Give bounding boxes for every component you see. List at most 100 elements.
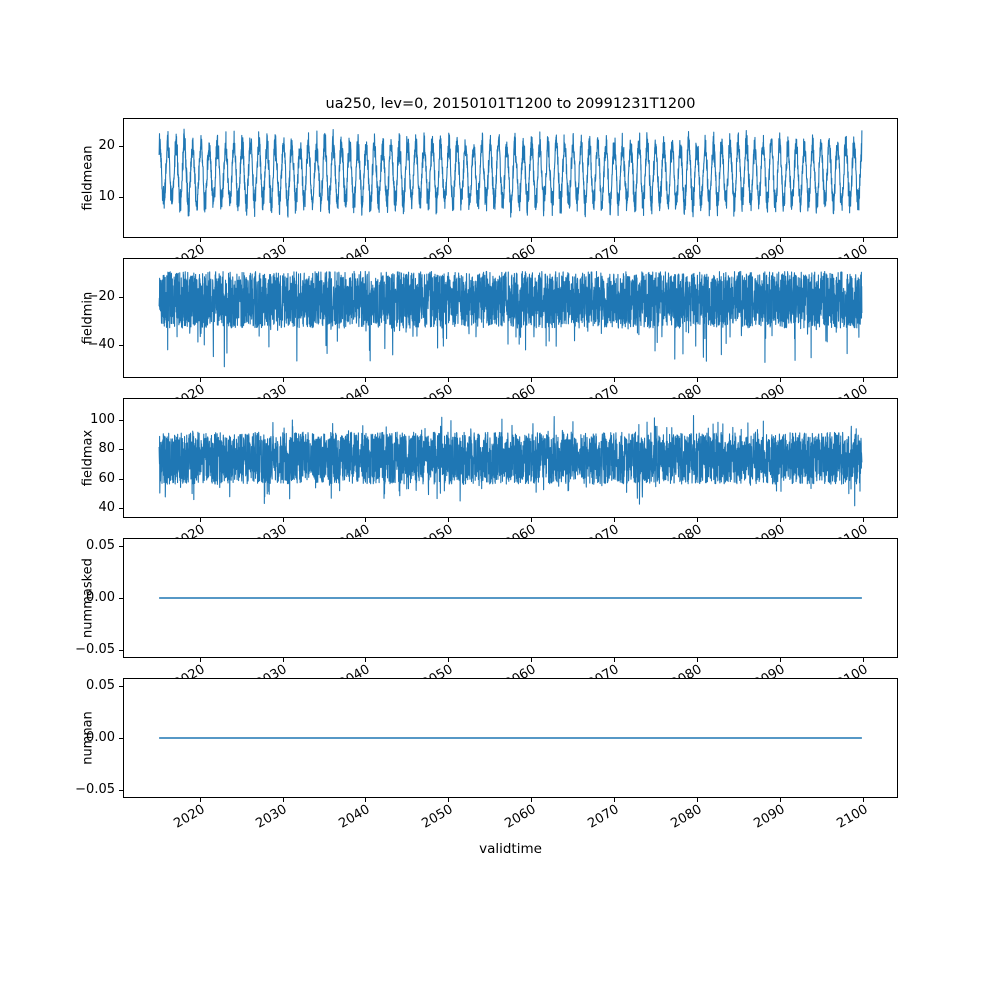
x-tick-mark xyxy=(696,798,698,802)
x-tick-label: 2070 xyxy=(585,522,622,538)
x-tick-label: 2060 xyxy=(502,662,539,678)
y-tick-mark xyxy=(119,478,123,480)
y-tick-mark xyxy=(119,146,123,148)
subplot-fieldmax: fieldmax 40 60 80 100 xyxy=(0,398,1000,522)
x-tick-label: 2020 xyxy=(171,242,208,258)
y-tick-label: −40 xyxy=(87,337,115,352)
x-tick-mark xyxy=(199,658,201,662)
x-tick-label: 2040 xyxy=(336,522,373,538)
x-tick-label: 2080 xyxy=(668,662,705,678)
y-tick-label: 100 xyxy=(90,412,115,427)
x-tick-mark xyxy=(862,658,864,662)
x-tick-label: 2030 xyxy=(253,382,291,398)
x-tick-mark xyxy=(282,658,284,662)
x-tick-mark xyxy=(862,518,864,522)
y-tick-label: −20 xyxy=(87,289,115,304)
x-tick-label: 2100 xyxy=(834,522,871,538)
x-tick-mark xyxy=(696,378,698,382)
x-tick-mark xyxy=(531,518,533,522)
x-tick-mark xyxy=(696,658,698,662)
x-tick-label: 2070 xyxy=(585,382,622,398)
x-tick-label: 2100 xyxy=(834,382,871,398)
x-tick-labels-fieldmin: 2020 2030 2040 2050 2060 2070 2080 2090 2100 xyxy=(0,382,1000,398)
y-tick-label: 0.05 xyxy=(86,537,115,553)
y-tick-mark xyxy=(119,297,123,298)
x-tick-mark xyxy=(282,518,284,522)
x-tick-mark xyxy=(862,798,864,802)
series-line-fieldmin xyxy=(158,270,863,368)
y-tick-mark xyxy=(119,345,123,346)
x-tick-label: 2040 xyxy=(336,242,373,258)
axes-nummasked xyxy=(123,538,898,658)
x-tick-label: 2080 xyxy=(668,382,705,398)
x-tick-label: 2090 xyxy=(751,382,788,398)
x-tick-mark xyxy=(199,798,201,802)
x-tick-label: 2060 xyxy=(502,382,539,398)
y-tick-label: 0.00 xyxy=(86,590,115,605)
figure-title: ua250, lev=0, 20150101T1200 to 20991231T… xyxy=(325,96,696,112)
y-tick-mark xyxy=(119,545,123,547)
x-tick-label: 2030 xyxy=(253,522,291,538)
x-tick-label: 2060 xyxy=(502,802,539,832)
axes-numnan xyxy=(123,678,898,798)
x-tick-label: 2080 xyxy=(668,802,705,832)
x-tick-mark xyxy=(779,238,781,242)
x-tick-label: 2080 xyxy=(668,522,705,538)
x-tick-label: 2100 xyxy=(834,802,871,832)
x-tick-mark xyxy=(448,658,450,662)
x-tick-label: 2070 xyxy=(585,662,622,678)
y-tick-mark xyxy=(119,598,123,599)
x-tick-mark xyxy=(779,798,781,802)
x-tick-label: 2100 xyxy=(834,242,871,258)
x-tick-label: 2070 xyxy=(585,802,622,832)
x-tick-label: 2030 xyxy=(253,242,291,258)
x-tick-mark xyxy=(365,238,367,242)
x-tick-label: 2020 xyxy=(171,802,208,832)
x-tick-mark xyxy=(199,378,201,382)
x-tick-mark xyxy=(779,658,781,662)
x-tick-labels-nummasked: 2020 2030 2040 2050 2060 2070 2080 2090 2100 xyxy=(0,662,1000,678)
y-tick-label: 0.00 xyxy=(86,730,115,745)
subplot-fieldmin: fieldmin −20 −40 xyxy=(0,258,1000,382)
subplot-numnan: numnan −0.05 0.00 0.05 xyxy=(0,677,1000,802)
x-tick-label: 2050 xyxy=(419,662,456,678)
x-tick-label: 2050 xyxy=(419,382,456,398)
x-tick-label: 2020 xyxy=(171,522,208,538)
y-tick-mark xyxy=(119,685,123,687)
subplot-nummasked: nummasked −0.05 0.00 0.05 xyxy=(0,537,1000,662)
x-tick-mark xyxy=(365,518,367,522)
y-tick-label: −0.05 xyxy=(75,782,115,798)
y-tick-mark xyxy=(119,449,123,451)
x-tick-label: 2040 xyxy=(336,662,373,678)
x-tick-mark xyxy=(862,378,864,382)
x-tick-mark xyxy=(531,238,533,242)
subplot-fieldmean: fieldmean 10 20 xyxy=(0,118,1000,242)
y-tick-mark xyxy=(119,508,123,510)
y-tick-label: 0.05 xyxy=(86,677,115,693)
x-tick-mark xyxy=(614,658,616,662)
x-tick-mark xyxy=(696,238,698,242)
x-tick-labels-fieldmean: 2020 2030 2040 2050 2060 2070 2080 2090 2100 xyxy=(0,242,1000,258)
y-tick-label: 10 xyxy=(98,189,115,205)
x-tick-label: 2090 xyxy=(751,242,788,258)
x-tick-label: 2030 xyxy=(253,802,291,832)
x-tick-label: 2060 xyxy=(502,242,539,258)
x-tick-label: 2030 xyxy=(253,662,291,678)
y-tick-mark xyxy=(119,197,123,199)
x-tick-mark xyxy=(199,518,201,522)
x-tick-label: 2050 xyxy=(419,242,456,258)
y-tick-label: 40 xyxy=(98,500,115,516)
x-tick-label: 2020 xyxy=(171,382,208,398)
x-tick-labels-numnan: 2020 2030 2040 2050 2060 2070 2080 2090 2100 xyxy=(0,802,1000,842)
x-tick-mark xyxy=(531,378,533,382)
x-tick-mark xyxy=(282,378,284,382)
series-line-fieldmean xyxy=(158,128,863,218)
axes-fieldmax xyxy=(123,398,898,518)
x-tick-label: 2060 xyxy=(502,522,539,538)
x-tick-mark xyxy=(779,518,781,522)
x-tick-mark xyxy=(365,378,367,382)
x-tick-label: 2050 xyxy=(419,522,456,538)
x-tick-label: 2090 xyxy=(751,662,788,678)
x-tick-mark xyxy=(365,798,367,802)
x-tick-mark xyxy=(448,378,450,382)
